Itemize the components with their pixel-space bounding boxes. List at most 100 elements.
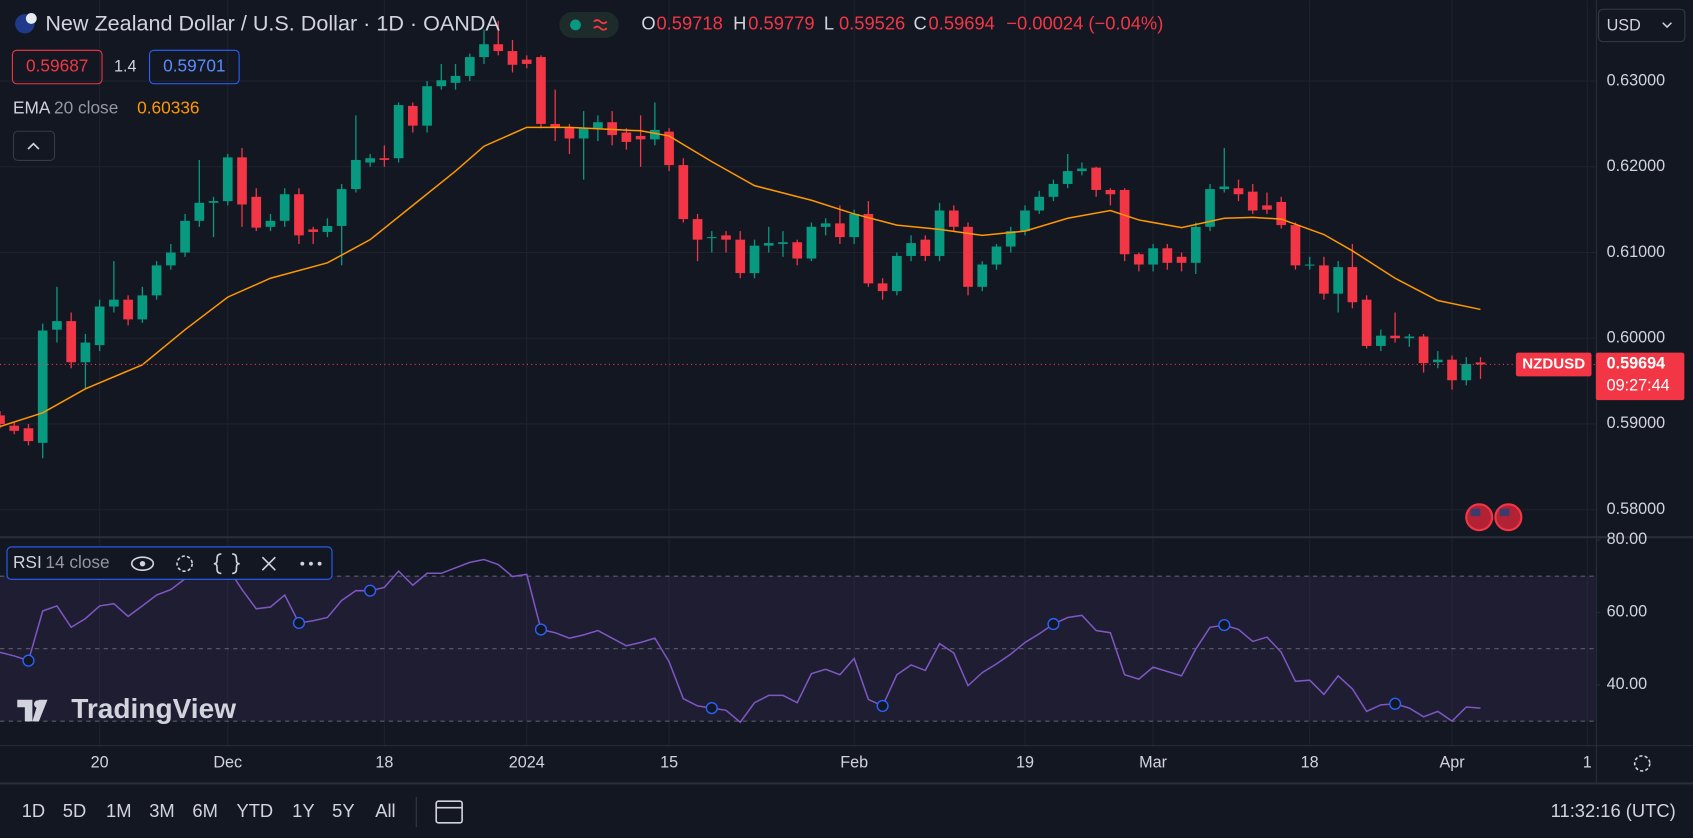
range-button[interactable]: All (375, 800, 395, 821)
more-icon[interactable] (300, 561, 305, 566)
candle-body (1219, 186, 1230, 190)
currency-dropdown[interactable] (1597, 8, 1686, 43)
candle-body (934, 210, 945, 256)
calendar-icon[interactable] (435, 800, 463, 824)
x-tick-label: 20 (91, 754, 109, 772)
candle-body (436, 80, 447, 87)
rsi-marker (22, 654, 35, 667)
logo-icon-dot (34, 700, 42, 708)
range-button[interactable]: 6M (192, 800, 217, 821)
candle-body (1048, 183, 1059, 197)
candle-body (137, 295, 148, 320)
candle-body (1432, 359, 1443, 363)
rsi-marker (534, 623, 548, 636)
range-button[interactable]: YTD (236, 800, 273, 821)
candle-body (1005, 231, 1016, 247)
ohlc-key: C (913, 13, 926, 34)
candle-body (0, 415, 5, 424)
candle-body (1091, 167, 1101, 190)
candle-body (521, 59, 532, 64)
range-button[interactable]: 1D (22, 800, 45, 821)
source-icon[interactable] (213, 553, 240, 575)
range-button[interactable]: 1M (106, 800, 131, 821)
collapse-button[interactable] (12, 130, 56, 161)
rsi-tick-label: 60.00 (1607, 603, 1648, 621)
range-button[interactable]: 1Y (292, 800, 314, 821)
candle-body (1176, 256, 1187, 263)
rsi-tick-label: 80.00 (1607, 530, 1648, 548)
candle-body (1404, 336, 1415, 339)
eye-icon[interactable] (130, 556, 155, 571)
candle-body (792, 242, 803, 259)
candle-body (222, 157, 233, 202)
candle-body (892, 255, 902, 292)
candle-body (578, 128, 589, 139)
candle-body (664, 131, 674, 166)
candle-body (650, 129, 660, 140)
candle-body (948, 210, 959, 227)
candle-body (678, 165, 689, 220)
candle-body (208, 201, 219, 203)
candle-body (1447, 359, 1457, 381)
candle-body (265, 220, 276, 227)
ohlc-key: O (641, 13, 655, 34)
candle-body (336, 189, 347, 226)
axis-settings-icon[interactable] (1633, 755, 1651, 772)
candle-body (294, 194, 304, 236)
candle-body (464, 57, 475, 76)
candle-body (1148, 248, 1158, 265)
rsi-marker (292, 616, 306, 630)
candle-body (351, 159, 361, 190)
x-tick-label: Dec (213, 754, 242, 772)
candle-body (9, 425, 20, 431)
candle-body (1134, 254, 1144, 265)
candle-body (308, 229, 319, 232)
eye-pupil (139, 560, 146, 567)
y-tick-label: 0.63000 (1607, 71, 1666, 89)
ohlc-value: 0.59718 (656, 13, 722, 34)
remove-icon[interactable] (261, 556, 276, 571)
candle-body (1347, 267, 1358, 303)
settings-icon[interactable] (176, 555, 193, 573)
more-icon (309, 561, 313, 566)
event-icon[interactable] (1465, 503, 1494, 532)
candle-body (109, 299, 119, 307)
rsi-line (0, 558, 1481, 724)
rsi-marker (1047, 617, 1060, 631)
candle-body (635, 135, 646, 140)
status-toggle[interactable] (559, 11, 619, 38)
labels: 20 Dec 18 2024 15 Feb 19 Mar 18 Apr 1 0.58000 0.5900… (91, 71, 1685, 772)
range-button[interactable]: 5D (63, 800, 86, 821)
candle-body (393, 105, 404, 159)
clock[interactable]: 11:32:16 (UTC) (1551, 800, 1676, 821)
candle-body (279, 194, 290, 221)
candle-body (735, 239, 746, 274)
x-tick-label: 2024 (509, 754, 545, 772)
y-tick-label: 0.61000 (1607, 243, 1666, 261)
ohlc-value: 0.59694 (929, 13, 995, 34)
x-tick-label: 18 (375, 754, 393, 772)
candle-body (1276, 201, 1287, 226)
event-icon[interactable] (1494, 503, 1523, 532)
candle-body (806, 226, 817, 259)
buy-button[interactable] (149, 49, 240, 85)
chevron-icon (27, 142, 40, 150)
candle-body (991, 246, 1002, 265)
x-tick-label: Feb (840, 754, 868, 772)
range-button[interactable]: 3M (149, 800, 174, 821)
candle-body (450, 75, 461, 83)
flag-canton (1499, 508, 1510, 517)
rsi-legend[interactable] (6, 546, 333, 580)
range-toolbar: 1D 5D 1M 3M 6M YTD 1Y 5Y All (22, 800, 396, 821)
sell-button[interactable] (11, 49, 103, 85)
candle-body (863, 213, 874, 284)
range-button[interactable]: 5Y (332, 800, 354, 821)
x-tick-label: 18 (1301, 754, 1319, 772)
candle-body (1376, 335, 1386, 346)
candle-body (1034, 196, 1045, 211)
candle-body (1319, 265, 1329, 294)
candle-body (493, 44, 504, 52)
candle-body (1461, 363, 1472, 381)
ema-params: 20 close (54, 98, 118, 118)
